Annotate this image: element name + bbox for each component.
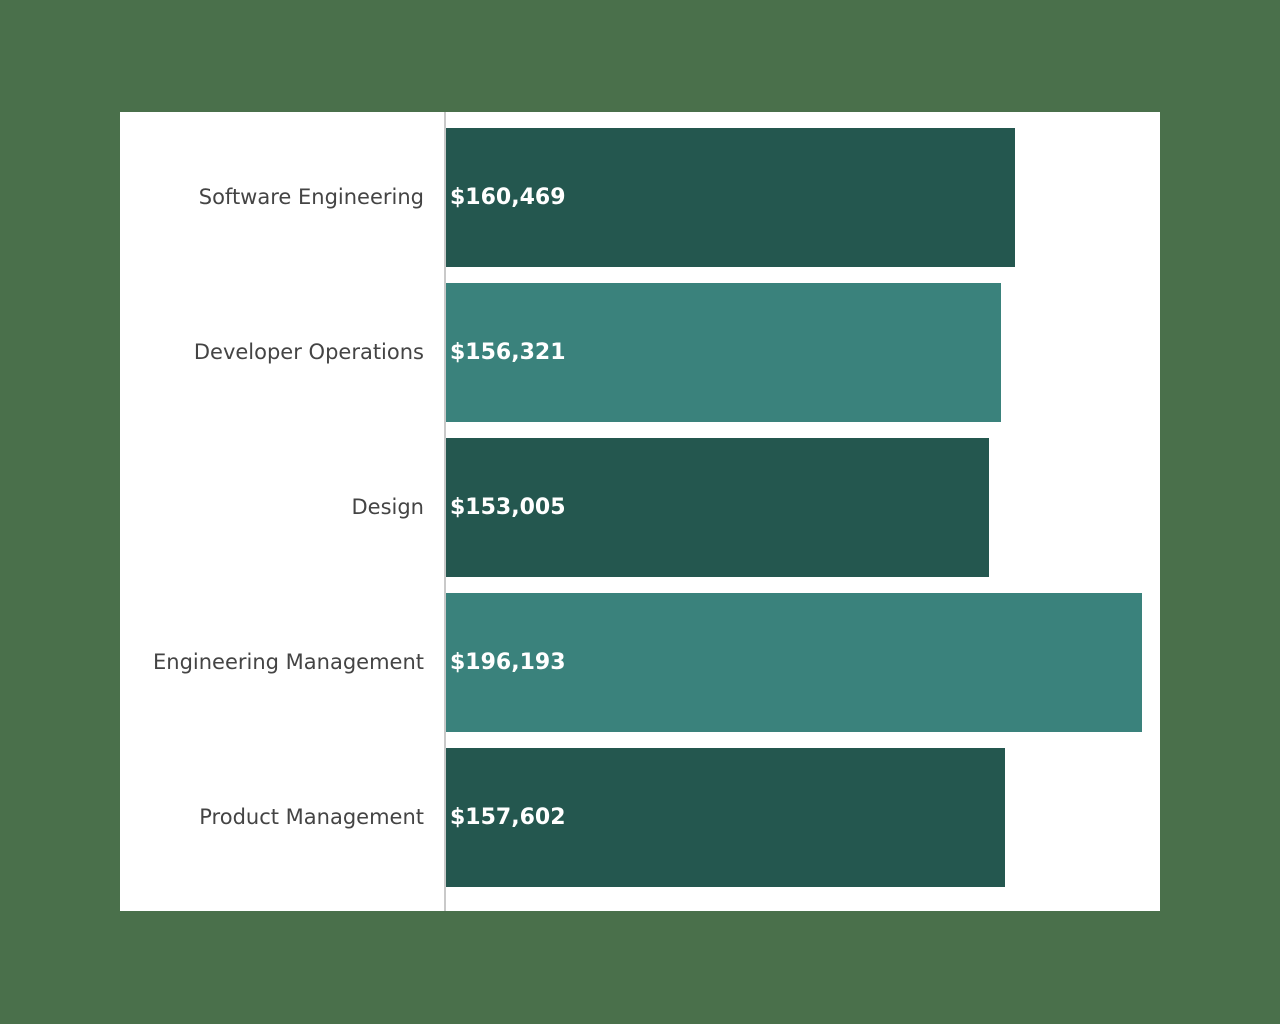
bar-engineering-management[interactable]: $196,193: [446, 593, 1142, 732]
category-label: Product Management: [199, 805, 424, 829]
category-label: Engineering Management: [152, 650, 424, 674]
bar-product-management[interactable]: $157,602: [446, 748, 1005, 887]
bar-row-software-engineering: Software Engineering $160,469: [120, 128, 1160, 267]
bar-value-label: $153,005: [450, 495, 566, 520]
bar-row-engineering-management: Engineering Management $196,193: [120, 593, 1160, 732]
category-label: Software Engineering: [198, 185, 424, 209]
bar-value-label: $160,469: [450, 185, 566, 210]
category-label: Design: [351, 495, 424, 519]
bar-developer-operations[interactable]: $156,321: [446, 283, 1001, 422]
bar-value-label: $156,321: [450, 340, 566, 365]
bar-row-product-management: Product Management $157,602: [120, 748, 1160, 887]
category-label: Developer Operations: [193, 340, 424, 364]
chart-panel: Software Engineering $160,469 Developer …: [120, 112, 1160, 911]
bar-row-design: Design $153,005: [120, 438, 1160, 577]
bar-value-label: $157,602: [450, 805, 566, 830]
bar-software-engineering[interactable]: $160,469: [446, 128, 1015, 267]
bar-design[interactable]: $153,005: [446, 438, 989, 577]
bar-value-label: $196,193: [450, 650, 566, 675]
bar-row-developer-operations: Developer Operations $156,321: [120, 283, 1160, 422]
category-axis-line: [444, 112, 446, 911]
